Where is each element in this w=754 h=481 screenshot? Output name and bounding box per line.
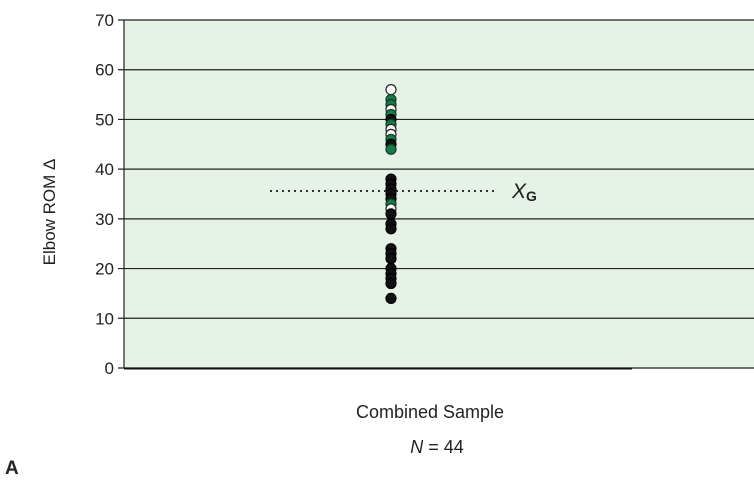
data-point xyxy=(385,143,397,155)
mean-label: XG xyxy=(511,180,537,204)
y-tick-label: 40 xyxy=(95,160,114,179)
data-point xyxy=(385,208,397,220)
y-tick-label: 30 xyxy=(95,210,114,229)
gridlines xyxy=(118,19,754,370)
sample-size-value: = 44 xyxy=(423,437,464,457)
data-points xyxy=(385,83,397,304)
sample-size-var: N xyxy=(410,437,424,457)
category-label: Combined Sample xyxy=(356,402,504,422)
y-axis-title: Elbow ROM Δ xyxy=(40,159,59,266)
mean-label-symbol: X xyxy=(511,180,527,203)
y-tick-label: 50 xyxy=(95,110,114,129)
y-tick-label: 70 xyxy=(95,11,114,30)
y-tick-label: 60 xyxy=(95,61,114,80)
y-tick-labels: 0 10 20 30 40 50 60 70 xyxy=(95,11,114,378)
data-point xyxy=(385,292,397,304)
mean-line-group: XG xyxy=(270,180,537,204)
data-point xyxy=(385,253,397,265)
y-tick-label: 10 xyxy=(95,309,114,328)
y-tick-label: 20 xyxy=(95,260,114,279)
sample-size-label: N = 44 xyxy=(410,437,464,457)
data-point xyxy=(385,83,397,96)
y-tick-label: 0 xyxy=(105,359,114,378)
panel-letter: A xyxy=(5,458,19,479)
mean-label-subscript: G xyxy=(526,188,537,204)
data-point xyxy=(385,277,397,290)
data-point xyxy=(385,223,397,235)
plot-background xyxy=(124,20,754,368)
